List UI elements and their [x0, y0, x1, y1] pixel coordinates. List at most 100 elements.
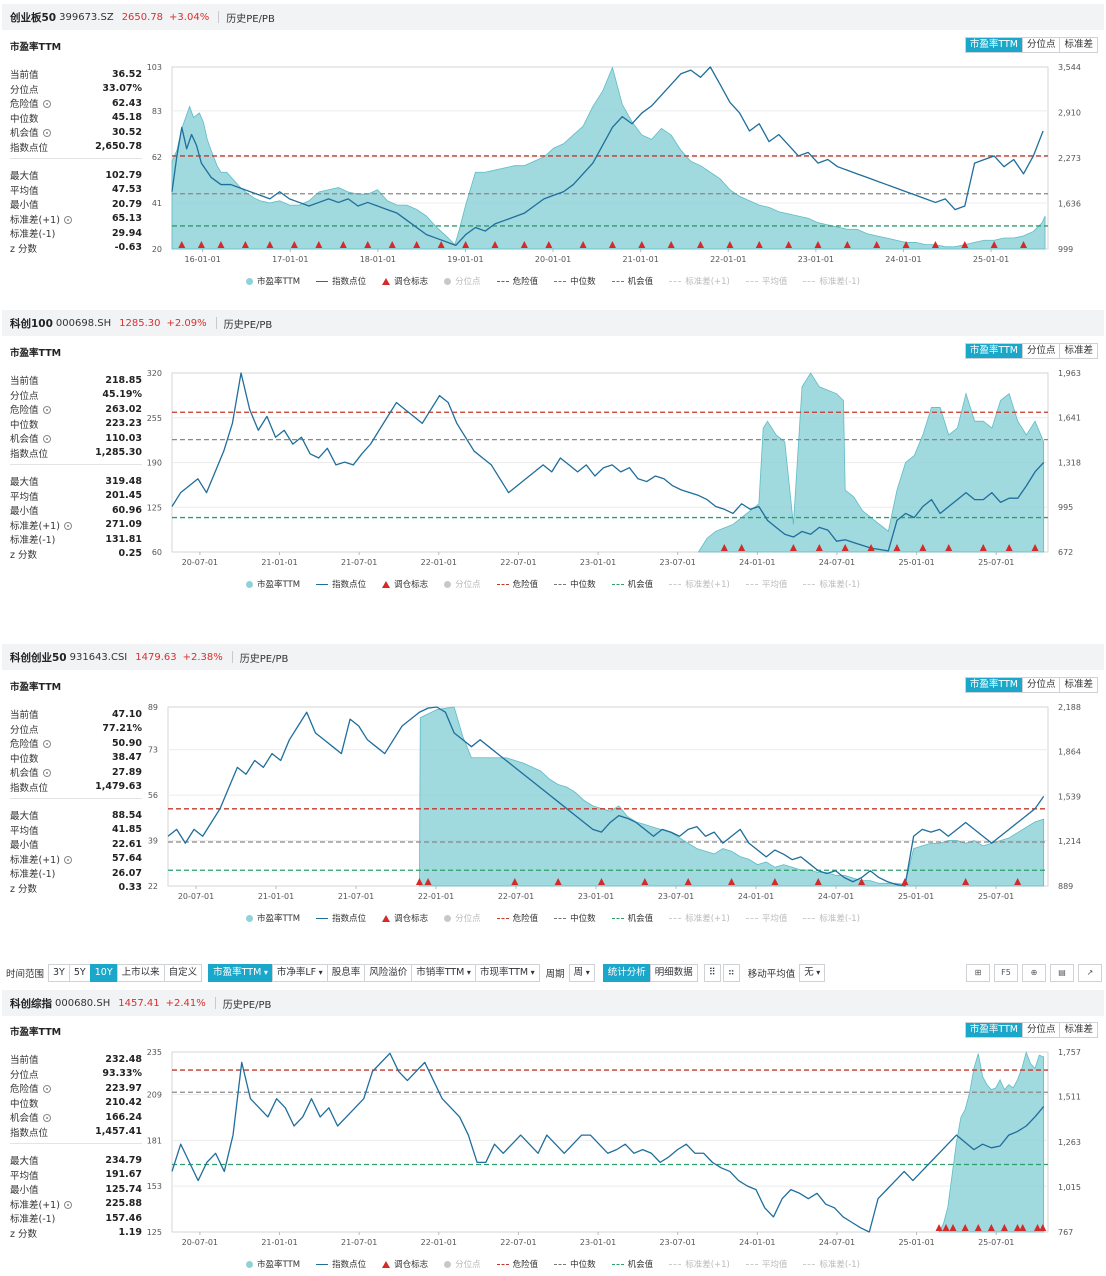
stat-row: 标准差(+1) 225.88 [10, 1197, 142, 1212]
view-tab[interactable]: 明细数据 [649, 964, 698, 982]
scatter-icon[interactable]: ⠿ [703, 964, 721, 982]
grid-icon[interactable]: ⊞ [966, 964, 990, 982]
metric-button[interactable]: 市净率LF [271, 964, 327, 982]
legend-item[interactable]: 平均值 [745, 578, 787, 590]
y-left-tick: 73 [148, 746, 158, 755]
pe-ttm-button[interactable]: 市盈率TTM [965, 1023, 1022, 1037]
period-select[interactable]: 周 [568, 964, 595, 982]
settings-icon[interactable] [42, 769, 51, 778]
legend-item[interactable]: 危险值 [496, 912, 538, 924]
view-mode-buttons: 市盈率TTM 分位点 标准差 [964, 37, 1098, 53]
y-right-tick: 3,544 [1058, 63, 1081, 72]
pe-ttm-button[interactable]: 市盈率TTM [965, 38, 1022, 52]
stat-row: 分位点 93.33% [10, 1067, 142, 1082]
range-button[interactable]: 自定义 [163, 964, 203, 982]
history-pe-pb-link[interactable]: 历史PE/PB [239, 653, 289, 665]
metric-button[interactable]: 股息率 [326, 964, 365, 982]
settings-icon[interactable] [42, 406, 51, 415]
stat-label-text: 中位数 [10, 419, 39, 431]
legend-item[interactable]: 中位数 [554, 578, 596, 590]
pe-ttm-button[interactable]: 市盈率TTM [965, 678, 1022, 692]
legend-item[interactable]: 分位点 [444, 1258, 481, 1270]
refresh-f5-button[interactable]: F5 [994, 964, 1018, 982]
history-pe-pb-link[interactable]: 历史PE/PB [223, 319, 273, 331]
legend-item[interactable]: 指数点位 [316, 578, 366, 590]
settings-icon[interactable] [63, 855, 72, 864]
stat-row: 危险值 50.90 [10, 736, 142, 751]
percentile-button[interactable]: 分位点 [1021, 678, 1060, 692]
zoom-in-icon[interactable]: ⊕ [1022, 964, 1046, 982]
percentile-button[interactable]: 分位点 [1021, 38, 1060, 52]
pe-ttm-button[interactable]: 市盈率TTM [965, 344, 1022, 358]
percentile-button[interactable]: 分位点 [1021, 344, 1060, 358]
settings-icon[interactable] [42, 1114, 51, 1123]
legend-item[interactable]: 指数点位 [316, 912, 366, 924]
export-icon[interactable]: ▤ [1050, 964, 1074, 982]
legend-item[interactable]: 调仓标志 [382, 912, 428, 924]
settings-icon[interactable] [42, 740, 51, 749]
legend-item[interactable]: 市盈率TTM [246, 912, 300, 924]
view-tab[interactable]: 统计分析 [602, 964, 650, 982]
legend-item[interactable]: 分位点 [444, 912, 481, 924]
history-pe-pb-link[interactable]: 历史PE/PB [226, 13, 275, 25]
legend-item[interactable]: 指数点位 [316, 275, 366, 287]
legend-item[interactable]: 指数点位 [316, 1258, 366, 1270]
legend-item[interactable]: 中位数 [554, 1258, 596, 1270]
share-icon[interactable]: ↗ [1078, 964, 1102, 982]
legend-item[interactable]: 调仓标志 [382, 1258, 428, 1270]
legend-item[interactable]: 调仓标志 [382, 275, 428, 287]
legend-item[interactable]: 平均值 [745, 275, 787, 287]
legend-item[interactable]: 标准差(-1) [803, 912, 860, 924]
legend-item[interactable]: 市盈率TTM [246, 1258, 300, 1270]
stat-value: 62.43 [111, 97, 142, 109]
legend-item[interactable]: 分位点 [444, 578, 481, 590]
legend-item[interactable]: 机会值 [611, 1258, 653, 1270]
stat-row: 标准差(-1) 157.46 [10, 1211, 142, 1226]
settings-icon[interactable] [42, 435, 51, 444]
legend-item[interactable]: 标准差(+1) [669, 275, 730, 287]
legend-item[interactable]: 分位点 [444, 275, 481, 287]
legend-item[interactable]: 机会值 [611, 912, 653, 924]
range-button[interactable]: 5Y [68, 964, 90, 982]
metric-button[interactable]: 市销率TTM [411, 964, 475, 982]
grid-small-icon[interactable]: ⠶ [722, 964, 740, 982]
metric-button[interactable]: 市盈率TTM [208, 964, 272, 982]
legend-item[interactable]: 平均值 [745, 912, 787, 924]
range-button[interactable]: 10Y [89, 964, 117, 982]
percentile-button[interactable]: 分位点 [1021, 1023, 1060, 1037]
legend-item[interactable]: 机会值 [611, 578, 653, 590]
metric-button[interactable]: 风险溢价 [364, 964, 412, 982]
settings-icon[interactable] [42, 1085, 51, 1094]
legend-item[interactable]: 危险值 [496, 578, 538, 590]
legend-item[interactable]: 危险值 [496, 275, 538, 287]
settings-icon[interactable] [63, 215, 72, 224]
settings-icon[interactable] [63, 1200, 72, 1209]
y-left-tick: 20 [152, 245, 162, 254]
settings-icon[interactable] [42, 129, 51, 138]
metric-button[interactable]: 市现率TTM [474, 964, 540, 982]
range-button[interactable]: 3Y [48, 964, 69, 982]
legend-item[interactable]: 机会值 [611, 275, 653, 287]
ma-select[interactable]: 无 [799, 964, 826, 982]
legend-item[interactable]: 标准差(+1) [669, 912, 730, 924]
legend-item[interactable]: 市盈率TTM [246, 275, 300, 287]
legend-item[interactable]: 危险值 [496, 1258, 538, 1270]
legend-item[interactable]: 中位数 [554, 275, 596, 287]
settings-icon[interactable] [42, 100, 51, 109]
legend-item[interactable]: 市盈率TTM [246, 578, 300, 590]
range-button[interactable]: 上市以来 [116, 964, 164, 982]
legend-item[interactable]: 平均值 [745, 1258, 787, 1270]
std-dev-button[interactable]: 标准差 [1059, 1023, 1097, 1037]
legend-item[interactable]: 标准差(-1) [803, 275, 860, 287]
legend-item[interactable]: 标准差(+1) [669, 578, 730, 590]
legend-item[interactable]: 标准差(+1) [669, 1258, 730, 1270]
legend-item[interactable]: 标准差(-1) [803, 1258, 860, 1270]
std-dev-button[interactable]: 标准差 [1059, 38, 1097, 52]
legend-item[interactable]: 中位数 [554, 912, 596, 924]
legend-item[interactable]: 调仓标志 [382, 578, 428, 590]
legend-item[interactable]: 标准差(-1) [803, 578, 860, 590]
std-dev-button[interactable]: 标准差 [1059, 678, 1097, 692]
settings-icon[interactable] [63, 521, 72, 530]
std-dev-button[interactable]: 标准差 [1059, 344, 1097, 358]
history-pe-pb-link[interactable]: 历史PE/PB [222, 999, 272, 1011]
